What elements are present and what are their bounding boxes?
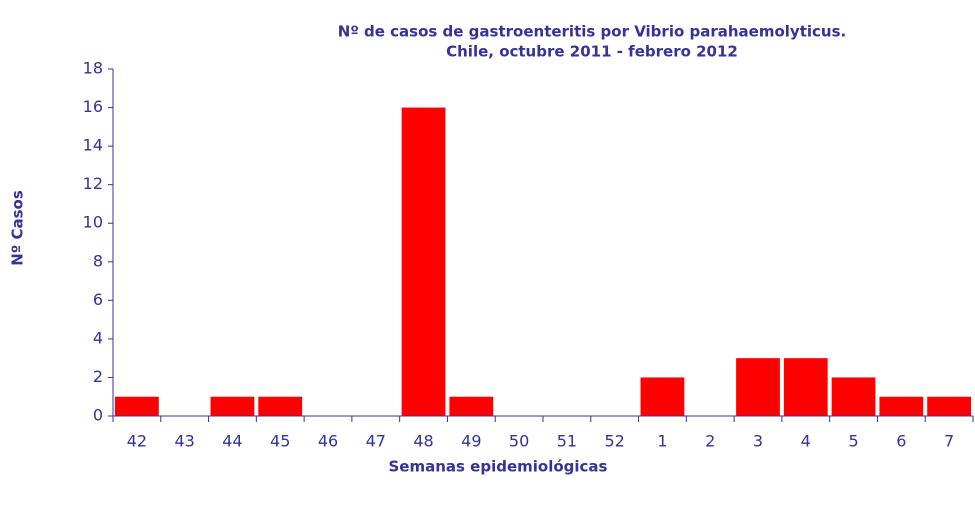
y-tick-label: 14: [83, 136, 103, 155]
x-tick-label: 43: [174, 432, 194, 451]
bar: [927, 396, 971, 416]
y-tick-label: 4: [93, 328, 103, 347]
y-tick-label: 10: [83, 213, 103, 232]
chart-title-line: Nº de casos de gastroenteritis por Vibri…: [338, 23, 846, 41]
y-tick-label: 0: [93, 406, 103, 425]
bar: [258, 396, 303, 416]
y-tick-label: 18: [83, 59, 103, 78]
y-tick-label: 12: [83, 174, 103, 193]
y-tick-label: 2: [93, 367, 103, 386]
x-tick-label: 7: [944, 432, 954, 451]
bar: [115, 396, 159, 416]
x-tick-label: 52: [604, 432, 624, 451]
bar: [401, 107, 446, 417]
bar: [783, 358, 828, 416]
bar: [879, 396, 924, 416]
bar: [736, 358, 780, 416]
bar: [831, 377, 876, 416]
x-tick-label: 6: [896, 432, 906, 451]
y-tick-label: 8: [93, 251, 103, 270]
x-tick-label: 45: [270, 432, 290, 451]
x-tick-label: 1: [657, 432, 667, 451]
x-tick-label: 4: [801, 432, 811, 451]
y-axis-label: Nº Casos: [9, 190, 27, 266]
x-tick-label: 2: [705, 432, 715, 451]
x-tick-label: 49: [461, 432, 481, 451]
bar: [640, 377, 685, 416]
x-tick-label: 50: [509, 432, 529, 451]
bar: [210, 396, 255, 416]
x-tick-label: 46: [318, 432, 338, 451]
x-tick-label: 51: [557, 432, 577, 451]
x-tick-label: 5: [848, 432, 858, 451]
y-tick-label: 16: [83, 97, 103, 116]
chart-title-line: Chile, octubre 2011 - febrero 2012: [446, 43, 738, 61]
y-tick-label: 6: [93, 290, 103, 309]
x-axis-label: Semanas epidemiológicas: [389, 458, 608, 476]
x-tick-label: 42: [127, 432, 147, 451]
x-tick-label: 47: [366, 432, 386, 451]
bar: [449, 396, 494, 416]
x-tick-label: 44: [222, 432, 242, 451]
x-tick-label: 3: [753, 432, 763, 451]
x-tick-label: 48: [413, 432, 433, 451]
